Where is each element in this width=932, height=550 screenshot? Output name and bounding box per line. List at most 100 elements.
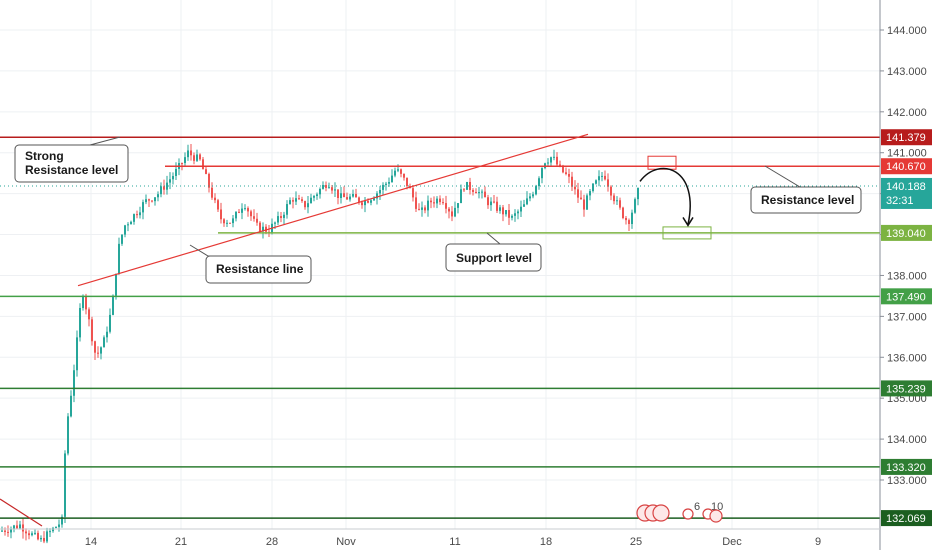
candle-body (190, 150, 192, 156)
support-level-callout[interactable]: Support level (445, 232, 542, 272)
price-axis-panel[interactable] (880, 0, 932, 550)
candle-body (406, 177, 408, 187)
candle-body (58, 524, 60, 527)
x-tick-label[interactable]: 28 (266, 536, 278, 548)
candle-body (571, 176, 573, 187)
level-lines (0, 136, 880, 519)
candle-body (367, 200, 369, 203)
candle-body (187, 150, 189, 158)
y-tick-label: 133.000 (887, 475, 927, 487)
candle-body (4, 530, 6, 532)
candle-body (418, 208, 420, 210)
event-icons[interactable]: 6 10 (636, 501, 723, 523)
level-tag-text: 141.379 (886, 132, 926, 144)
candle-body (34, 532, 36, 534)
candle-body (502, 207, 504, 215)
candle-body (421, 207, 423, 210)
old-trendline (0, 498, 43, 527)
event-icon-flag-3[interactable] (652, 504, 670, 522)
candle-body (574, 186, 576, 190)
candle-body (514, 213, 516, 216)
candle-body (211, 187, 213, 198)
candle-body (511, 215, 513, 218)
candle-body (133, 214, 135, 222)
candle-body (484, 191, 486, 198)
x-tick-label[interactable]: 14 (85, 536, 97, 548)
candle-body (94, 341, 96, 353)
projection-arrow-head (682, 217, 694, 227)
candle-body (43, 537, 45, 542)
candle-body (214, 197, 216, 201)
candle-body (352, 194, 354, 197)
candle-body (310, 197, 312, 204)
candle-body (46, 531, 48, 542)
event-icon-dot-1[interactable] (682, 508, 694, 520)
level-tag-text: 133.320 (886, 462, 926, 474)
candle-body (76, 337, 78, 371)
candle-body (172, 175, 174, 180)
candle-body (361, 202, 363, 206)
candle-body (526, 198, 528, 205)
time-axis-ticks[interactable]: 14 21 28 Nov 11 18 25 Dec 9 (85, 536, 821, 548)
candle-body (508, 210, 510, 218)
candle-body (235, 211, 237, 219)
candle-body (580, 197, 582, 200)
candle-body (28, 533, 30, 536)
candle-body (568, 173, 570, 177)
candle-body (277, 216, 279, 223)
candle-body (478, 192, 480, 194)
candle-body (16, 525, 18, 529)
resistance-line-callout[interactable]: Resistance line (189, 244, 312, 284)
candle-body (304, 201, 306, 208)
candle-body (343, 193, 345, 198)
x-tick-label[interactable]: Dec (722, 536, 742, 548)
candle-body (382, 184, 384, 190)
candle-body (625, 217, 627, 221)
candle-body (520, 206, 522, 212)
candle-body (166, 182, 168, 190)
candle-body (244, 208, 246, 210)
candle-body (13, 525, 15, 529)
candle-body (559, 164, 561, 166)
candle-body (67, 416, 69, 454)
candle-body (616, 200, 618, 202)
candle-body (226, 222, 228, 224)
candle-body (97, 352, 99, 354)
resistance-level-callout[interactable]: Resistance level (750, 165, 862, 214)
candle-body (472, 189, 474, 192)
candle-body (169, 179, 171, 183)
candle-body (439, 198, 441, 203)
x-tick-label[interactable]: 18 (540, 536, 552, 548)
candle-body (388, 182, 390, 184)
candle-body (292, 200, 294, 202)
x-tick-label[interactable]: 11 (449, 536, 460, 548)
candle-body (457, 203, 459, 208)
level-tag-text: 135.239 (886, 383, 926, 395)
candle-body (430, 200, 432, 203)
candle-body (391, 175, 393, 183)
candle-body (331, 187, 333, 191)
candle-body (274, 222, 276, 224)
x-tick-label[interactable]: 21 (175, 536, 187, 548)
candle-body (295, 198, 297, 202)
candle-body (610, 186, 612, 196)
strong-resistance-callout[interactable]: Strong Resistance level (14, 136, 129, 183)
x-tick-label[interactable]: 9 (815, 536, 821, 548)
candle-body (106, 331, 108, 338)
event-icon-dot-3[interactable] (709, 509, 723, 523)
x-tick-label[interactable]: 25 (630, 536, 642, 548)
candle-body (322, 185, 324, 189)
candle-body (121, 234, 123, 244)
candle-body (301, 199, 303, 202)
candle-body (220, 209, 222, 220)
candle-body (601, 175, 603, 177)
candle-body (184, 157, 186, 164)
candle-body (535, 186, 537, 195)
candle-body (127, 224, 129, 226)
candle-body (475, 191, 477, 194)
support-target-box (662, 226, 712, 240)
candle-body (628, 220, 630, 225)
candle-body (307, 203, 309, 208)
x-tick-label[interactable]: Nov (336, 536, 356, 548)
